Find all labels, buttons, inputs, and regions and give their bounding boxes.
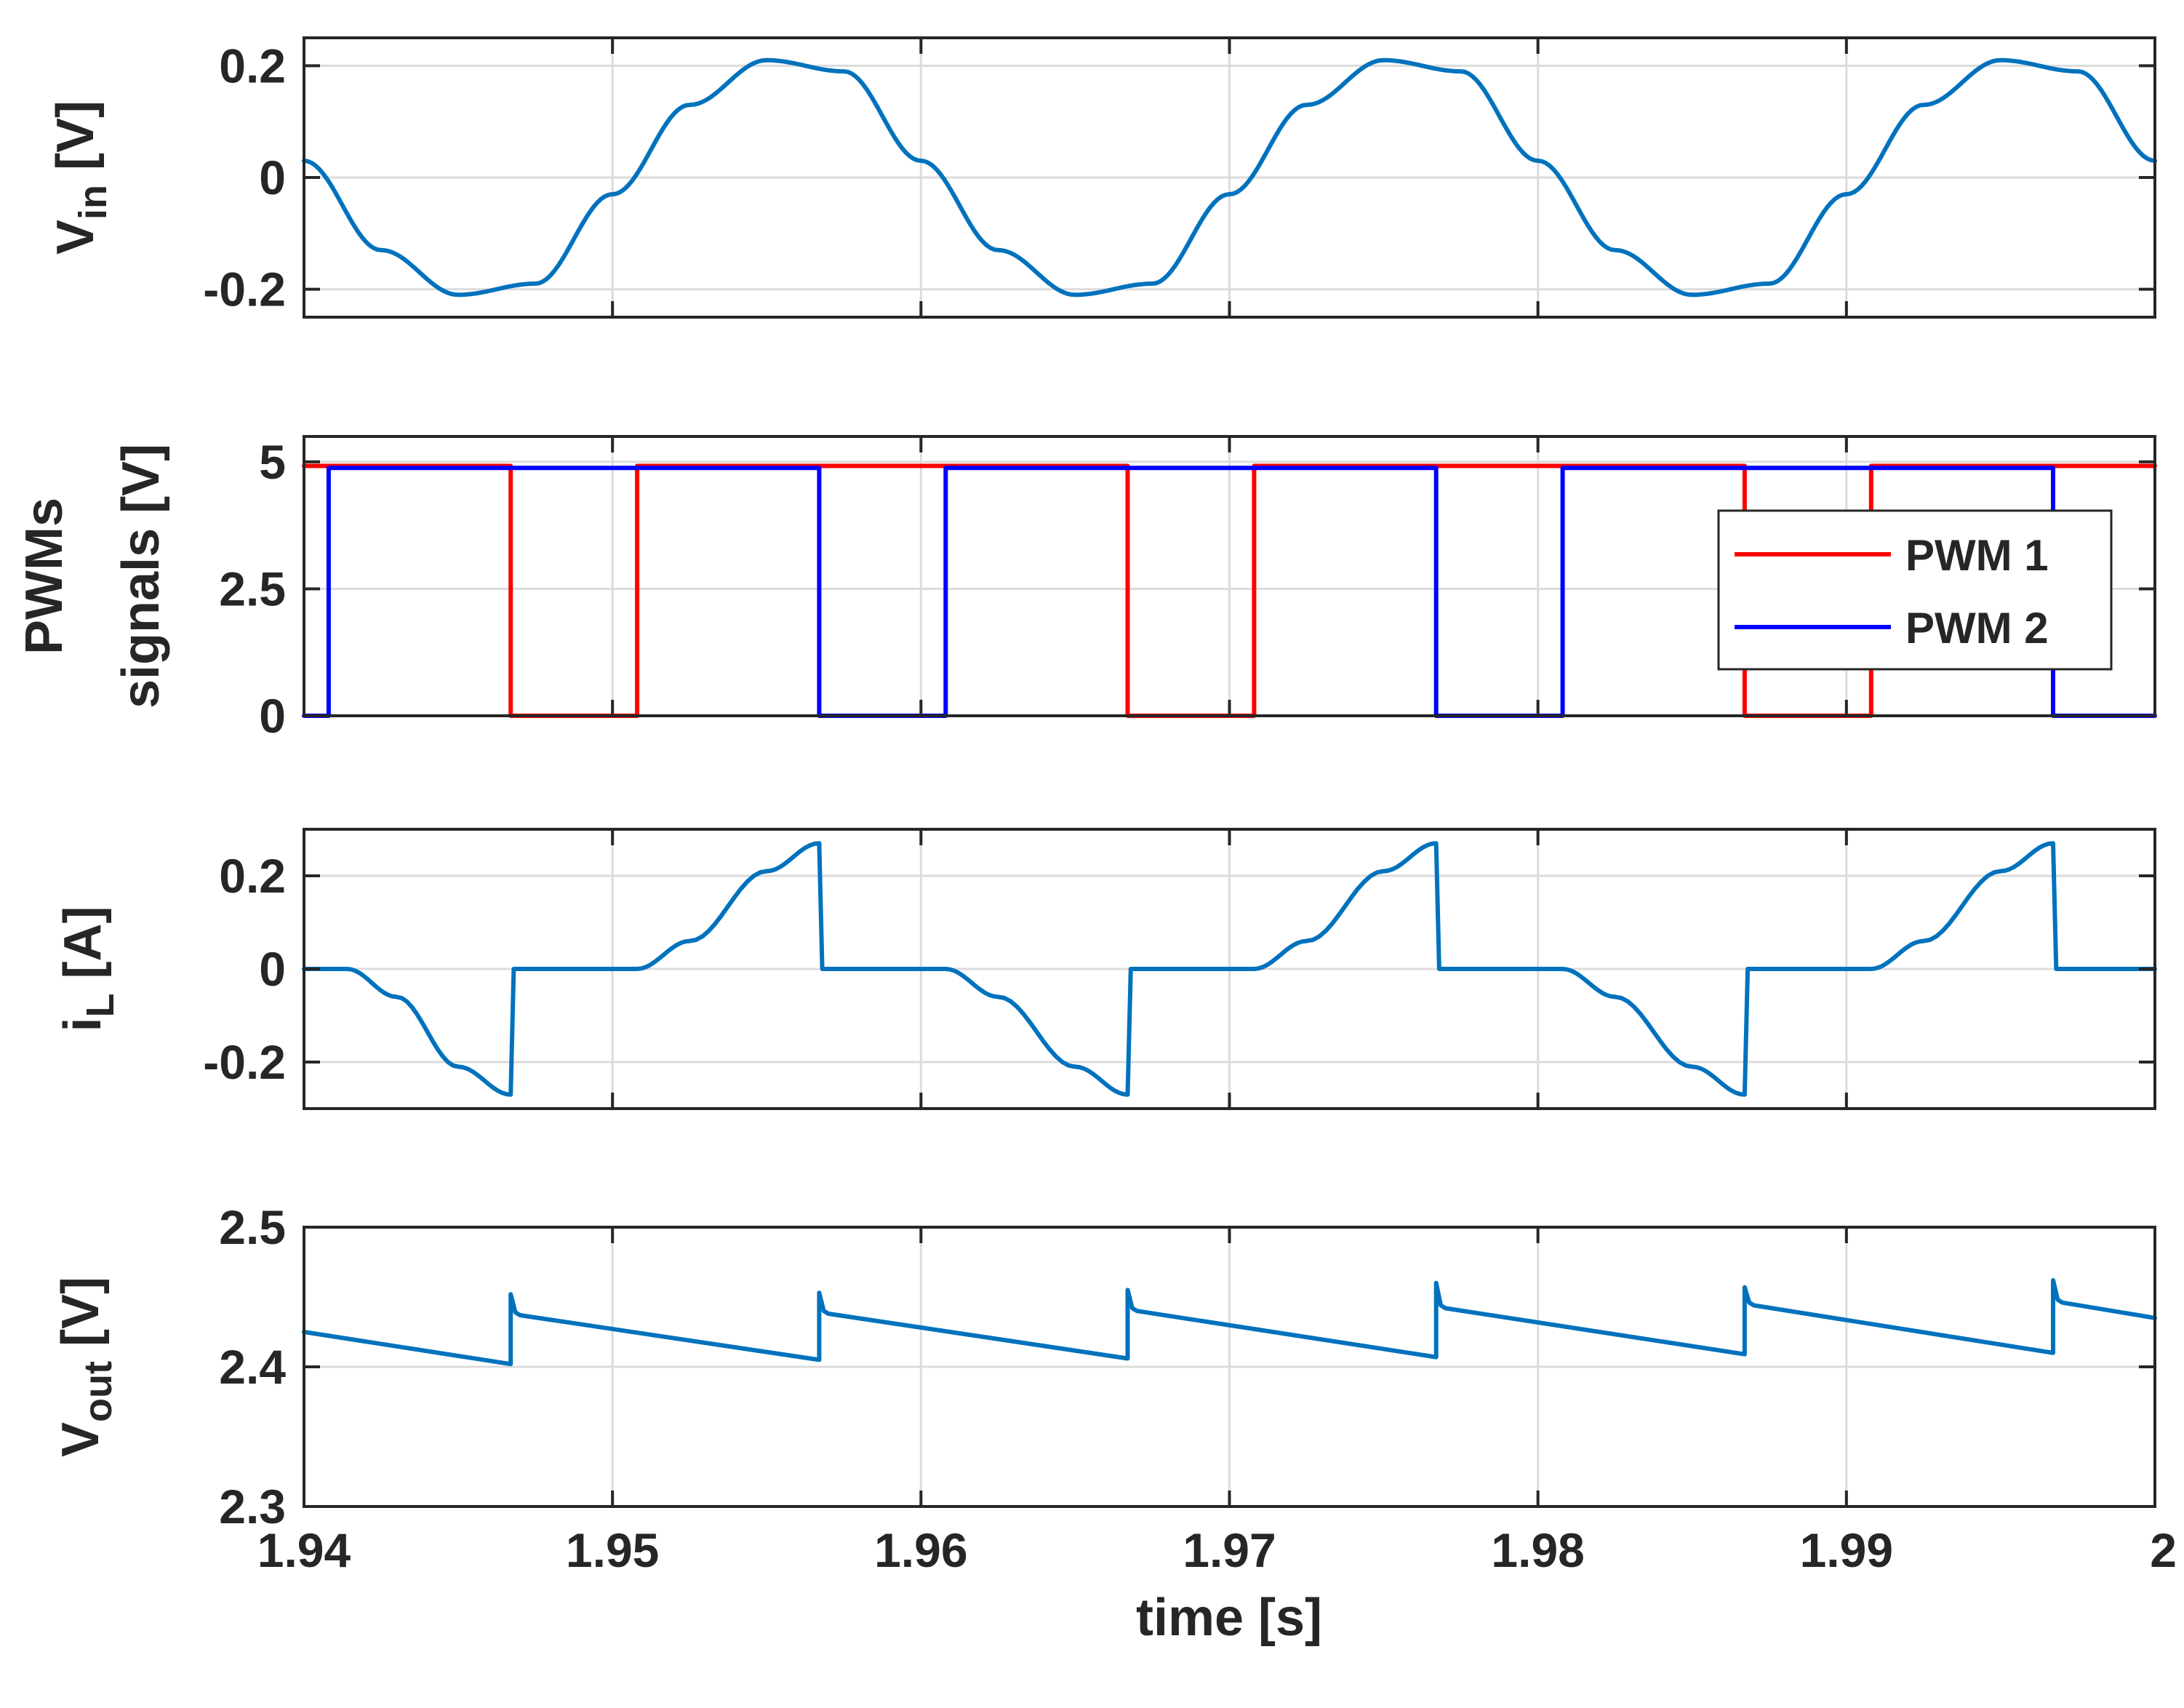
x-tick-label: 1.95 [566, 1523, 659, 1577]
vout-series-1 [302, 1278, 2157, 1367]
pwm-ytick-label: 0 [259, 689, 286, 743]
legend-pwm2-label: PWM 2 [1905, 604, 2049, 653]
vout-ytick-label: 2.4 [219, 1340, 286, 1394]
vout-panel: 2.3 2.4 2.5 Vout [V] [52, 1200, 2157, 1533]
pwm-ytick-label: 2.5 [219, 562, 286, 615]
il-ylabel-sub: L [79, 993, 122, 1017]
x-tick-label: 1.98 [1491, 1523, 1584, 1577]
x-tick-label: 1.96 [874, 1523, 967, 1577]
pwm-series-2 [302, 466, 2157, 718]
vout-ylabel-main: V [52, 1422, 110, 1457]
vin-ytick-label: 0 [259, 151, 286, 204]
il-ylabel-main: i [54, 1017, 112, 1031]
vout-ylabel: Vout [V] [52, 1277, 120, 1457]
vout-ylabel-spacer [52, 1346, 110, 1361]
il-ylabel-spacer [54, 978, 112, 993]
vin-ytick-label: -0.2 [203, 263, 286, 316]
vin-ytick-label: 0.2 [219, 39, 286, 92]
legend-box [1717, 509, 2113, 671]
il-ylabel-unit: [A] [54, 906, 112, 979]
vout-ytick-label: 2.3 [219, 1480, 286, 1533]
vin-ylabel-spacer [47, 170, 105, 185]
pwm-panel: 0 2.5 5 PWMs signals [V] PWM 1 PWM 2 [15, 435, 2157, 743]
vin-ylabel: Vin [V] [47, 100, 115, 255]
pwm-ylabel-line2: signals [V] [112, 444, 170, 709]
x-tick-labels: 1.94 1.95 1.96 1.97 1.98 1.99 2 [257, 1523, 2177, 1577]
il-ytick-label: 0.2 [219, 849, 286, 903]
il-panel: -0.2 0 0.2 iL [A] [54, 828, 2157, 1110]
x-axis-title: time [s] [1136, 1589, 1322, 1647]
legend-pwm1-label: PWM 1 [1905, 531, 2049, 580]
pwm-ytick-label: 5 [259, 435, 286, 489]
vin-ylabel-unit: [V] [47, 100, 105, 170]
vout-ylabel-sub: out [76, 1361, 120, 1422]
vin-series-1 [302, 57, 2157, 298]
x-tick-label: 1.94 [257, 1523, 351, 1577]
x-tick-label: 2 [2150, 1523, 2177, 1577]
vout-ylabel-unit: [V] [52, 1277, 110, 1346]
x-tick-label: 1.99 [1800, 1523, 1893, 1577]
pwm-ylabel-line1: PWMs [15, 498, 73, 655]
vin-panel: -0.2 0 0.2 Vin [V] [47, 36, 2157, 319]
vin-ylabel-sub: in [71, 185, 115, 220]
il-series-1 [302, 841, 2157, 1097]
pwm-legend: PWM 1 PWM 2 [1717, 509, 2113, 671]
x-tick-label: 1.97 [1183, 1523, 1276, 1577]
il-ytick-label: -0.2 [203, 1035, 286, 1089]
il-ylabel: iL [A] [54, 906, 122, 1032]
vin-ylabel-main: V [47, 220, 105, 255]
vout-ytick-label: 2.5 [219, 1200, 286, 1254]
il-ytick-label: 0 [259, 942, 286, 996]
